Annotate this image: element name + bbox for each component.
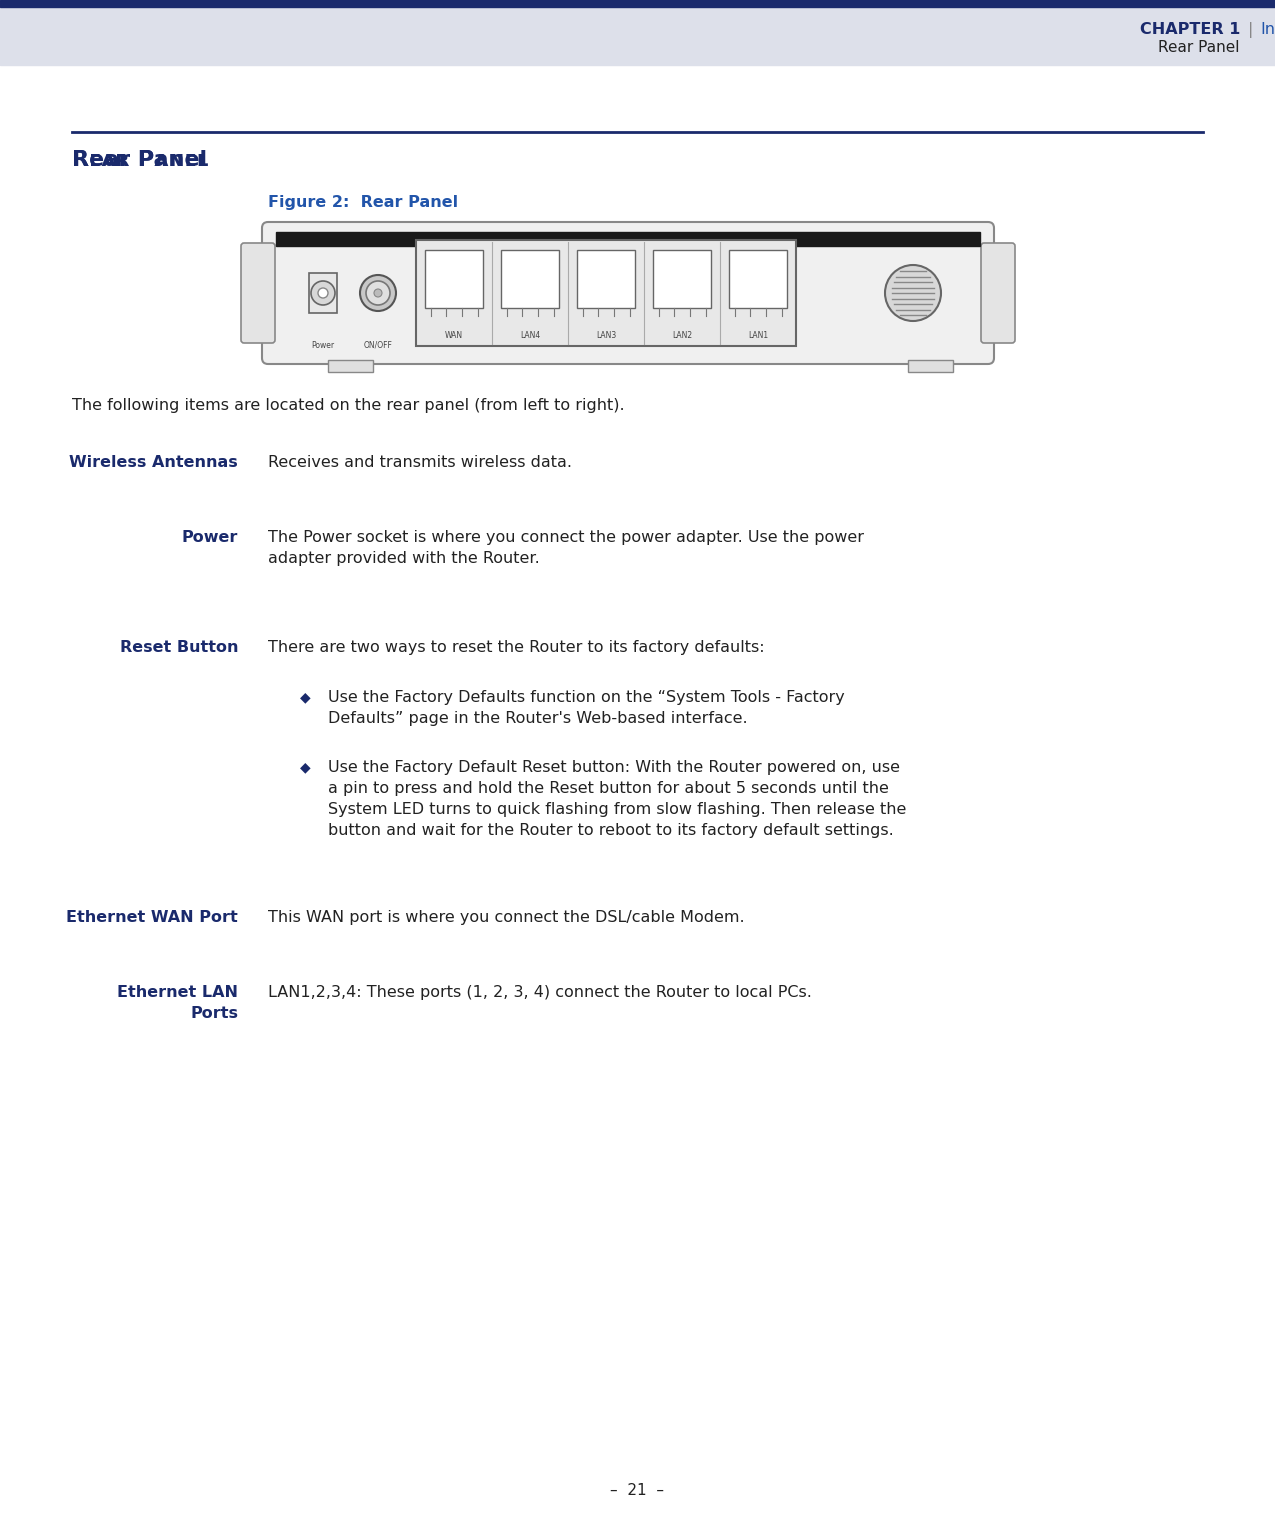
- Text: Introduction: Introduction: [1260, 21, 1275, 37]
- Text: LAN4: LAN4: [520, 331, 541, 340]
- Circle shape: [374, 290, 382, 297]
- FancyBboxPatch shape: [980, 244, 1015, 343]
- Bar: [309, 273, 337, 313]
- Text: ON/OFF: ON/OFF: [363, 342, 393, 349]
- Circle shape: [360, 276, 397, 311]
- Bar: [578, 250, 635, 308]
- Text: LAN1: LAN1: [748, 331, 768, 340]
- Bar: [416, 241, 796, 346]
- Text: |: |: [1248, 21, 1253, 38]
- Circle shape: [311, 280, 335, 305]
- Text: ◆: ◆: [300, 760, 310, 774]
- Text: The following items are located on the rear panel (from left to right).: The following items are located on the r…: [71, 398, 625, 414]
- Text: Wireless Antennas: Wireless Antennas: [69, 455, 238, 470]
- Bar: [0, 0, 1275, 8]
- Circle shape: [366, 280, 390, 305]
- Text: Use the Factory Default Reset button: With the Router powered on, use
a pin to p: Use the Factory Default Reset button: Wi…: [328, 760, 907, 838]
- Bar: [653, 250, 711, 308]
- Bar: [275, 231, 980, 247]
- Bar: [729, 250, 787, 308]
- Text: ◆: ◆: [300, 689, 310, 705]
- Text: Rᴇᴀʀ Pᴀɴᴇʟ: Rᴇᴀʀ Pᴀɴᴇʟ: [71, 150, 209, 170]
- Circle shape: [317, 288, 328, 299]
- Text: –  21  –: – 21 –: [609, 1483, 664, 1498]
- Bar: [425, 250, 483, 308]
- Text: CHAPTER 1: CHAPTER 1: [1140, 21, 1241, 37]
- Text: Figure 2:  Rear Panel: Figure 2: Rear Panel: [268, 195, 458, 210]
- Bar: [328, 360, 374, 372]
- Text: LAN2: LAN2: [672, 331, 692, 340]
- FancyBboxPatch shape: [241, 244, 275, 343]
- Bar: [501, 250, 558, 308]
- Text: Receives and transmits wireless data.: Receives and transmits wireless data.: [268, 455, 572, 470]
- Text: The Power socket is where you connect the power adapter. Use the power
adapter p: The Power socket is where you connect th…: [268, 530, 864, 565]
- Text: Rear Panel: Rear Panel: [71, 150, 207, 170]
- Text: This WAN port is where you connect the DSL/cable Modem.: This WAN port is where you connect the D…: [268, 910, 745, 925]
- Text: LAN3: LAN3: [595, 331, 616, 340]
- Text: There are two ways to reset the Router to its factory defaults:: There are two ways to reset the Router t…: [268, 640, 765, 656]
- Bar: [0, 0, 1275, 64]
- Text: WAN: WAN: [445, 331, 463, 340]
- Text: Reset Button: Reset Button: [120, 640, 238, 656]
- Text: Use the Factory Defaults function on the “System Tools - Factory
Defaults” page : Use the Factory Defaults function on the…: [328, 689, 845, 726]
- Bar: [908, 360, 952, 372]
- Text: Power: Power: [181, 530, 238, 545]
- FancyBboxPatch shape: [261, 222, 995, 365]
- Text: LAN1,2,3,4: These ports (1, 2, 3, 4) connect the Router to local PCs.: LAN1,2,3,4: These ports (1, 2, 3, 4) con…: [268, 985, 812, 1000]
- Circle shape: [885, 265, 941, 322]
- Text: Rear Panel: Rear Panel: [1159, 40, 1241, 55]
- Text: Ethernet WAN Port: Ethernet WAN Port: [66, 910, 238, 925]
- Text: Ethernet LAN
Ports: Ethernet LAN Ports: [117, 985, 238, 1020]
- Text: Power: Power: [311, 342, 334, 349]
